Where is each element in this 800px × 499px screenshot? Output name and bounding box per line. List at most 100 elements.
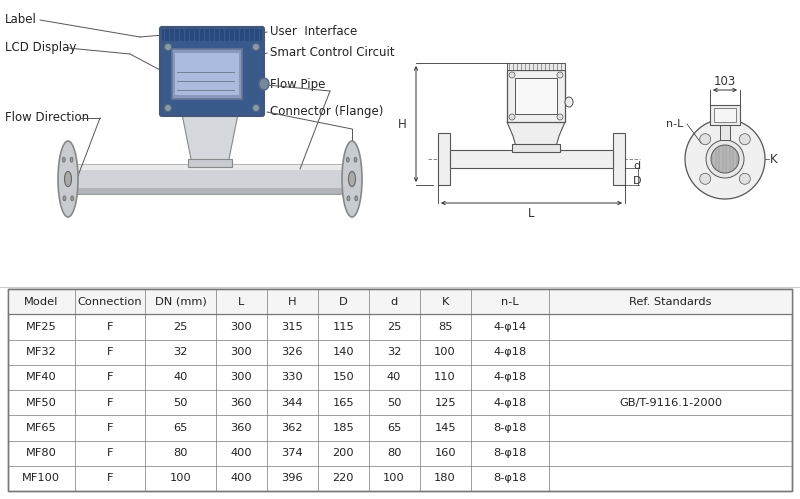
Bar [450,150,613,168]
Text: F: F [106,423,113,433]
Text: 400: 400 [230,474,252,484]
Text: d: d [390,296,398,306]
Bar [714,108,736,122]
Text: 65: 65 [174,423,188,433]
Text: 125: 125 [434,398,456,408]
Ellipse shape [62,157,66,162]
Text: 100: 100 [434,347,456,357]
Circle shape [165,104,171,111]
Text: 25: 25 [174,322,188,332]
Circle shape [706,140,744,178]
Text: L: L [528,207,534,220]
Circle shape [557,72,563,78]
Text: 4-φ14: 4-φ14 [493,322,526,332]
Text: H: H [288,296,297,306]
Text: 140: 140 [332,347,354,357]
Circle shape [509,114,515,120]
Text: 160: 160 [434,448,456,458]
Bar [507,63,565,70]
Text: 115: 115 [332,322,354,332]
Ellipse shape [354,196,358,201]
Text: F: F [106,372,113,382]
Text: MF65: MF65 [26,423,57,433]
Ellipse shape [354,157,357,162]
Text: 344: 344 [282,398,303,408]
Text: 65: 65 [387,423,402,433]
Text: 50: 50 [174,398,188,408]
Polygon shape [507,122,565,150]
Polygon shape [182,114,238,164]
Bar [438,133,450,185]
Circle shape [685,119,765,199]
Text: Label: Label [5,12,37,25]
Ellipse shape [342,141,362,217]
Text: MF80: MF80 [26,448,57,458]
Ellipse shape [347,196,350,201]
Text: K: K [442,296,449,306]
Ellipse shape [346,157,350,162]
Text: MF40: MF40 [26,372,57,382]
Text: d: d [633,161,640,171]
Circle shape [739,134,750,145]
FancyBboxPatch shape [160,27,264,116]
Text: 300: 300 [230,372,252,382]
Text: F: F [106,398,113,408]
Text: LCD Display: LCD Display [5,40,76,53]
Text: 326: 326 [282,347,303,357]
Bar [613,133,625,185]
Ellipse shape [58,141,78,217]
Text: 40: 40 [387,372,402,382]
Bar [0,0,415,283]
Text: 300: 300 [230,322,252,332]
Text: 360: 360 [230,423,252,433]
Ellipse shape [70,196,74,201]
Text: Connection: Connection [78,296,142,306]
Text: GB/T-9116.1-2000: GB/T-9116.1-2000 [619,398,722,408]
Text: D: D [633,176,642,186]
Text: 400: 400 [230,448,252,458]
Text: 300: 300 [230,347,252,357]
Circle shape [557,114,563,120]
Text: 145: 145 [434,423,456,433]
Text: F: F [106,322,113,332]
Bar [507,70,565,122]
Text: 220: 220 [333,474,354,484]
Ellipse shape [259,78,269,90]
Text: 32: 32 [174,347,188,357]
Text: Ref. Standards: Ref. Standards [630,296,712,306]
Circle shape [711,145,739,173]
Bar [720,125,730,140]
Text: F: F [106,474,113,484]
Text: 362: 362 [282,423,303,433]
Text: F: F [106,347,113,357]
Text: 8-φ18: 8-φ18 [493,474,526,484]
Text: Model: Model [24,296,58,306]
Text: n-L: n-L [501,296,518,306]
Text: K: K [770,153,778,166]
Text: Connector (Flange): Connector (Flange) [270,104,383,117]
Text: 4-φ18: 4-φ18 [493,398,526,408]
Text: 4-φ18: 4-φ18 [493,347,526,357]
Text: L: L [238,296,244,306]
Bar [515,78,557,114]
Circle shape [700,134,710,145]
Text: n-L: n-L [666,119,683,129]
Text: MF100: MF100 [22,474,60,484]
Bar [172,49,242,99]
Text: MF32: MF32 [26,347,57,357]
Text: 8-φ18: 8-φ18 [493,448,526,458]
Text: 50: 50 [387,398,402,408]
Text: 100: 100 [383,474,405,484]
Bar [68,164,352,170]
Text: 315: 315 [282,322,303,332]
Bar [8,289,792,491]
Text: 103: 103 [714,74,736,87]
Text: 180: 180 [434,474,456,484]
Text: Smart Control Circuit: Smart Control Circuit [270,45,394,58]
Circle shape [253,43,259,50]
Text: 85: 85 [438,322,452,332]
Circle shape [509,72,515,78]
Text: D: D [338,296,347,306]
Text: Flow Direction: Flow Direction [5,110,89,123]
Text: 360: 360 [230,398,252,408]
